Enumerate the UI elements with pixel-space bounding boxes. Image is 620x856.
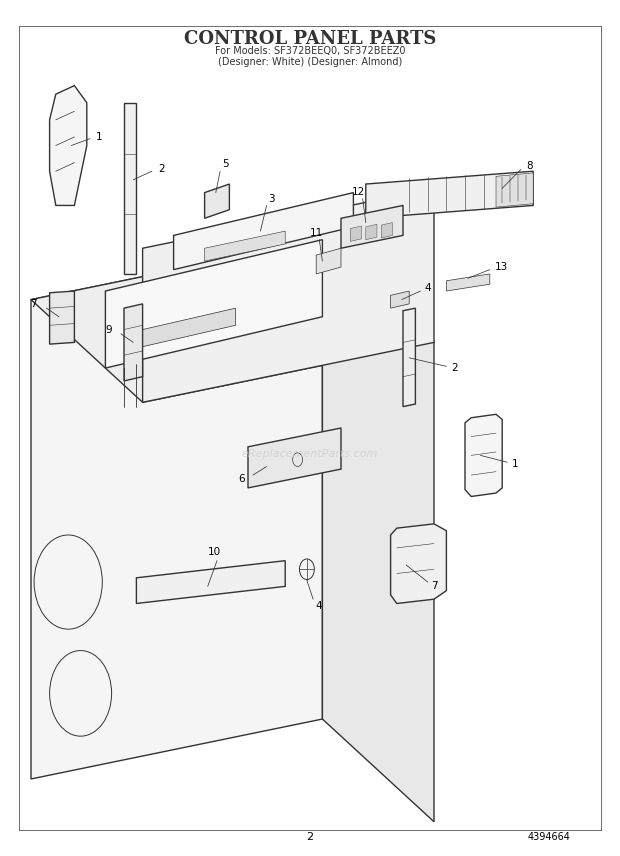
Polygon shape: [322, 240, 434, 822]
Text: 2: 2: [158, 164, 165, 175]
Polygon shape: [366, 224, 377, 240]
Text: (Designer: White) (Designer: Almond): (Designer: White) (Designer: Almond): [218, 56, 402, 67]
Text: 13: 13: [495, 262, 508, 272]
Text: 1: 1: [96, 132, 103, 142]
Text: 2: 2: [306, 832, 314, 842]
Polygon shape: [316, 248, 341, 274]
Text: 4: 4: [315, 601, 322, 611]
Text: 1: 1: [512, 459, 518, 469]
Polygon shape: [496, 173, 533, 207]
Polygon shape: [350, 226, 361, 241]
Polygon shape: [391, 291, 409, 308]
Text: 3: 3: [268, 193, 275, 204]
Text: 8: 8: [526, 161, 533, 171]
Polygon shape: [341, 205, 403, 248]
Text: 4394664: 4394664: [528, 832, 570, 842]
Text: 7: 7: [30, 299, 37, 309]
Polygon shape: [205, 184, 229, 218]
Polygon shape: [205, 231, 285, 261]
Polygon shape: [391, 524, 446, 603]
Text: eReplacementParts.com: eReplacementParts.com: [242, 449, 378, 459]
Polygon shape: [124, 304, 143, 381]
Polygon shape: [143, 188, 434, 402]
Polygon shape: [446, 274, 490, 291]
Polygon shape: [136, 561, 285, 603]
Text: 12: 12: [352, 187, 365, 197]
Text: 4: 4: [425, 283, 432, 294]
Polygon shape: [381, 223, 392, 238]
Polygon shape: [50, 291, 74, 344]
Text: 7: 7: [432, 581, 438, 591]
Polygon shape: [248, 428, 341, 488]
Polygon shape: [31, 240, 434, 402]
Polygon shape: [105, 240, 322, 368]
Text: 9: 9: [105, 324, 112, 335]
Polygon shape: [124, 103, 136, 274]
Text: 6: 6: [238, 474, 245, 484]
Text: 10: 10: [207, 547, 221, 557]
Text: 11: 11: [309, 228, 323, 238]
Polygon shape: [31, 240, 322, 779]
Polygon shape: [143, 308, 236, 347]
Text: 5: 5: [222, 159, 229, 169]
Polygon shape: [50, 86, 87, 205]
Text: CONTROL PANEL PARTS: CONTROL PANEL PARTS: [184, 29, 436, 48]
Text: For Models: SF372BEEQ0, SF372BEEZ0: For Models: SF372BEEQ0, SF372BEEZ0: [215, 46, 405, 56]
Polygon shape: [366, 171, 533, 218]
Polygon shape: [403, 308, 415, 407]
Polygon shape: [174, 193, 353, 270]
Text: 2: 2: [451, 363, 458, 373]
Polygon shape: [465, 414, 502, 496]
